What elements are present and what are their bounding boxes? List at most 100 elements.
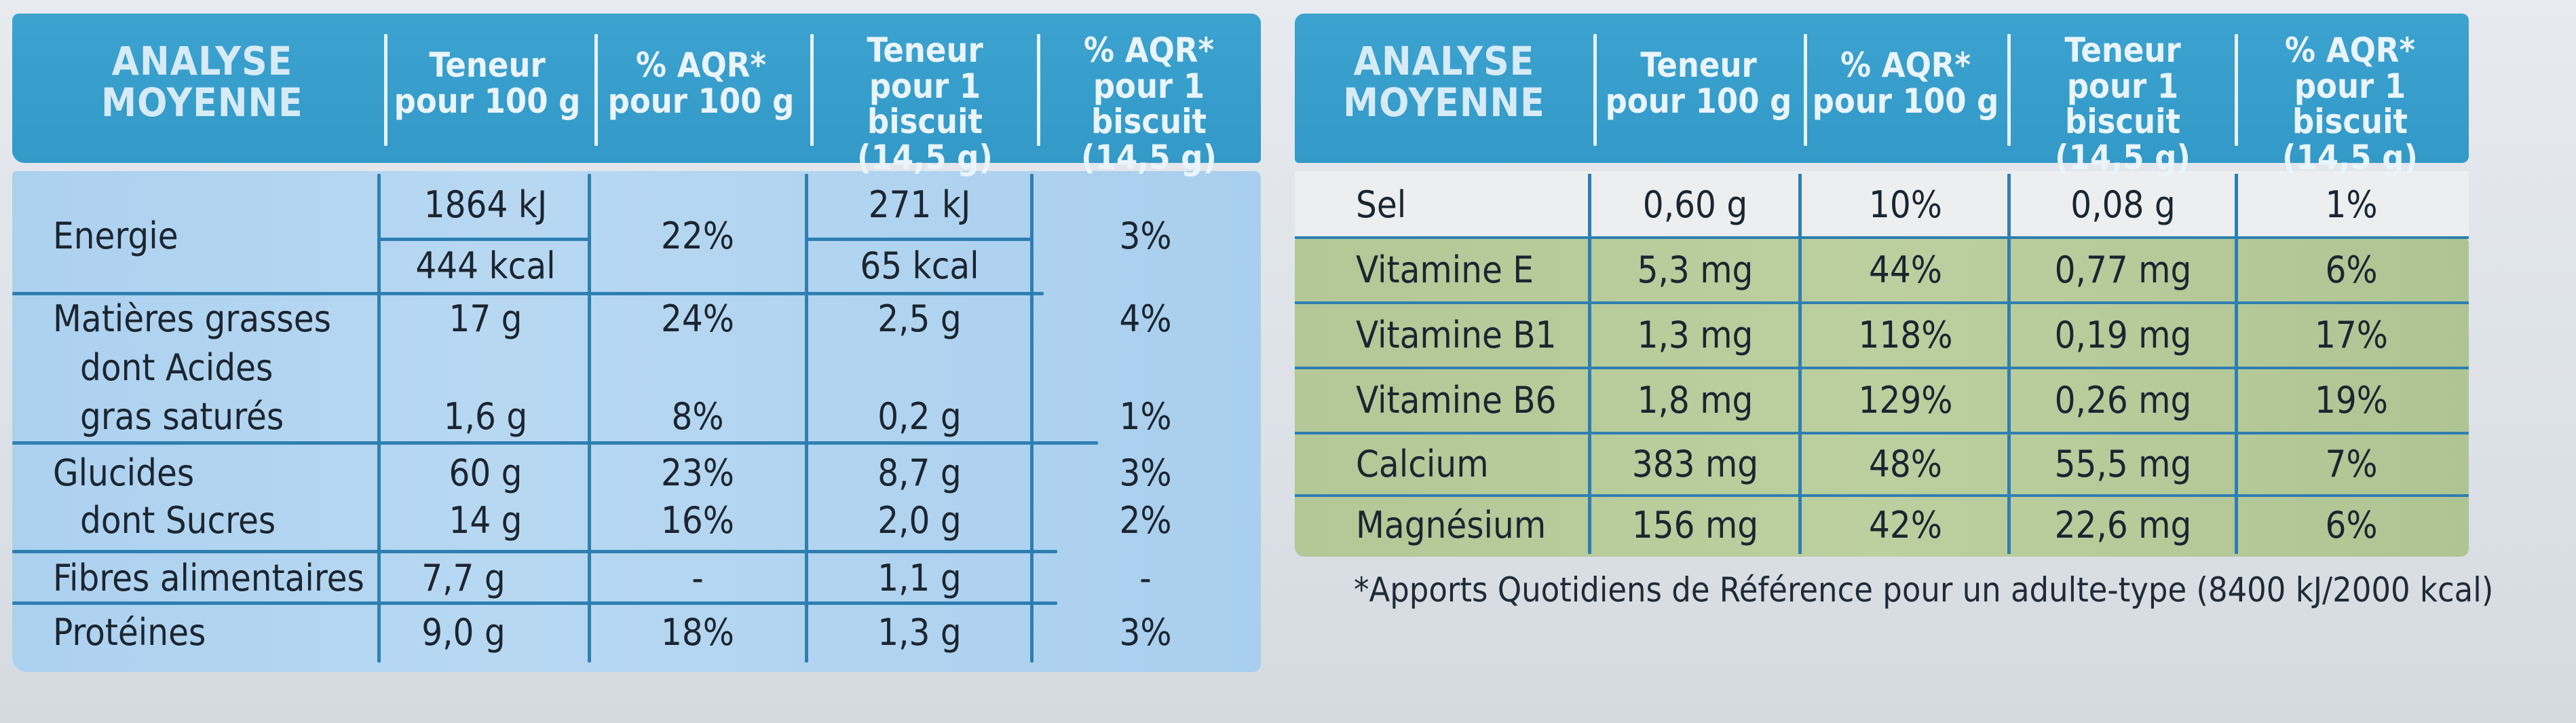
cell-energie-kj: 1864 kJ	[423, 183, 548, 226]
cell-matieres-biscuit: 2,5 g	[877, 297, 962, 340]
cell-fibres-aqr: -	[692, 557, 704, 599]
header-teneur-biscuit: Teneur pour 1 biscuit (14,5 g)	[857, 31, 993, 177]
cell-calcium-biscuit: 55,5 mg	[2054, 443, 2192, 485]
cell-glucides-aqr: 23%	[661, 451, 734, 494]
column-divider	[1030, 174, 1034, 663]
row-label-fibres: Fibres alimentaires	[53, 557, 364, 599]
row-label-energie: Energie	[53, 215, 178, 257]
cell-matieres-teneur: 17 g	[449, 297, 523, 340]
cell-sel-aqr: 10%	[1869, 183, 1942, 226]
row-divider	[1295, 494, 2469, 497]
cell-calcium-aqr: 48%	[1869, 443, 1942, 485]
table-body	[12, 171, 1261, 672]
cell-energie-biscuit-kcal: 65 kcal	[860, 244, 979, 287]
header-aqr-biscuit: % AQR* pour 1 biscuit (14,5 g)	[2282, 31, 2418, 177]
row-divider	[12, 292, 1044, 295]
cell-calcium-teneur: 383 mg	[1631, 443, 1759, 485]
cell-vitb6-teneur: 1,8 mg	[1637, 379, 1754, 422]
column-divider	[1798, 174, 1802, 554]
row-label-calcium: Calcium	[1356, 443, 1489, 485]
table-body-green	[1295, 238, 2469, 557]
cell-proteines-teneur: 9,0 g	[421, 611, 506, 654]
cell-proteines-aqr: 18%	[661, 611, 734, 654]
header-divider	[1037, 34, 1040, 146]
column-divider	[377, 174, 381, 663]
cell-sel-aqr-biscuit: 1%	[2325, 183, 2378, 226]
cell-sel-biscuit: 0,08 g	[2070, 183, 2176, 226]
header-divider	[1593, 34, 1597, 146]
header-divider	[2235, 34, 2238, 146]
row-divider	[12, 550, 1057, 553]
cell-sucres-aqr-biscuit: 2%	[1119, 499, 1172, 542]
row-divider	[12, 601, 1057, 605]
table-row-background	[1295, 171, 2469, 236]
cell-energie-biscuit-kj: 271 kJ	[868, 183, 971, 226]
cell-fibres-biscuit: 1,1 g	[877, 557, 962, 599]
cell-sucres-aqr: 16%	[661, 499, 734, 542]
cell-magnesium-teneur: 156 mg	[1631, 504, 1759, 546]
header-divider	[2007, 34, 2011, 146]
row-label-acides-1: dont Acides	[80, 346, 273, 389]
header-aqr-biscuit: % AQR* pour 1 biscuit (14,5 g)	[1081, 31, 1217, 177]
row-label-glucides: Glucides	[53, 451, 195, 494]
cell-vitb6-aqr: 129%	[1858, 379, 1953, 422]
cell-vite-teneur: 5,3 mg	[1637, 248, 1754, 291]
cell-magnesium-aqr-biscuit: 6%	[2325, 504, 2378, 546]
header-divider	[384, 34, 387, 146]
row-label-magnesium: Magnésium	[1356, 504, 1547, 546]
cell-magnesium-aqr: 42%	[1869, 504, 1942, 546]
column-divider	[2007, 174, 2011, 554]
cell-energie-aqr-biscuit: 3%	[1119, 215, 1172, 257]
cell-glucides-aqr-biscuit: 3%	[1119, 451, 1172, 494]
table-header	[12, 14, 1261, 163]
cell-vite-biscuit: 0,77 mg	[2054, 248, 2192, 291]
cell-energie-kcal: 444 kcal	[415, 244, 556, 287]
cell-calcium-aqr-biscuit: 7%	[2325, 443, 2378, 485]
cell-vitb6-aqr-biscuit: 19%	[2315, 379, 2388, 422]
row-divider	[1295, 236, 2469, 239]
row-divider	[12, 441, 1098, 445]
cell-sel-teneur: 0,60 g	[1642, 183, 1748, 226]
cell-fibres-aqr-biscuit: -	[1139, 557, 1152, 599]
header-divider	[810, 34, 814, 146]
cell-energie-aqr: 22%	[661, 215, 734, 257]
header-aqr-100g: % AQR* pour 100 g	[607, 45, 795, 121]
footnote: *Apports Quotidiens de Référence pour un…	[1354, 570, 2494, 610]
header-divider	[1804, 34, 1807, 146]
row-divider	[1295, 301, 2469, 304]
column-divider	[588, 174, 591, 663]
cell-vite-aqr-biscuit: 6%	[2325, 248, 2378, 291]
header-teneur-100g: Teneur pour 100 g	[1605, 45, 1792, 121]
row-divider	[1295, 432, 2469, 434]
row-label-sucres: dont Sucres	[80, 499, 276, 542]
row-label-sel: Sel	[1356, 183, 1407, 226]
row-label-proteines: Protéines	[53, 611, 206, 654]
row-label-vitamine-e: Vitamine E	[1356, 248, 1534, 291]
column-divider	[1588, 174, 1591, 554]
cell-satures-teneur: 1,6 g	[443, 395, 528, 438]
cell-matieres-aqr-biscuit: 4%	[1119, 297, 1172, 340]
cell-glucides-biscuit: 8,7 g	[877, 451, 962, 494]
column-divider	[2235, 174, 2238, 554]
header-aqr-100g: % AQR* pour 100 g	[1812, 45, 1999, 121]
cell-satures-aqr: 8%	[671, 395, 724, 438]
row-divider	[379, 238, 590, 241]
cell-proteines-aqr-biscuit: 3%	[1119, 611, 1172, 654]
cell-vite-aqr: 44%	[1869, 248, 1942, 291]
cell-fibres-teneur: 7,7 g	[421, 557, 506, 599]
cell-glucides-teneur: 60 g	[449, 451, 523, 494]
cell-vitb1-aqr: 118%	[1858, 314, 1953, 356]
header-analyse: ANALYSE MOYENNE	[101, 38, 303, 126]
cell-vitb1-teneur: 1,3 mg	[1637, 314, 1754, 356]
header-teneur-biscuit: Teneur pour 1 biscuit (14,5 g)	[2055, 31, 2191, 177]
header-divider	[594, 34, 598, 146]
cell-vitb1-biscuit: 0,19 mg	[2054, 314, 2192, 356]
cell-vitb1-aqr-biscuit: 17%	[2315, 314, 2388, 356]
row-divider	[806, 238, 1033, 241]
cell-sucres-teneur: 14 g	[449, 499, 523, 542]
table-header	[1295, 14, 2469, 163]
row-label-vitamine-b1: Vitamine B1	[1356, 314, 1557, 356]
cell-proteines-biscuit: 1,3 g	[877, 611, 962, 654]
cell-satures-biscuit: 0,2 g	[877, 395, 962, 438]
cell-vitb6-biscuit: 0,26 mg	[2054, 379, 2192, 422]
